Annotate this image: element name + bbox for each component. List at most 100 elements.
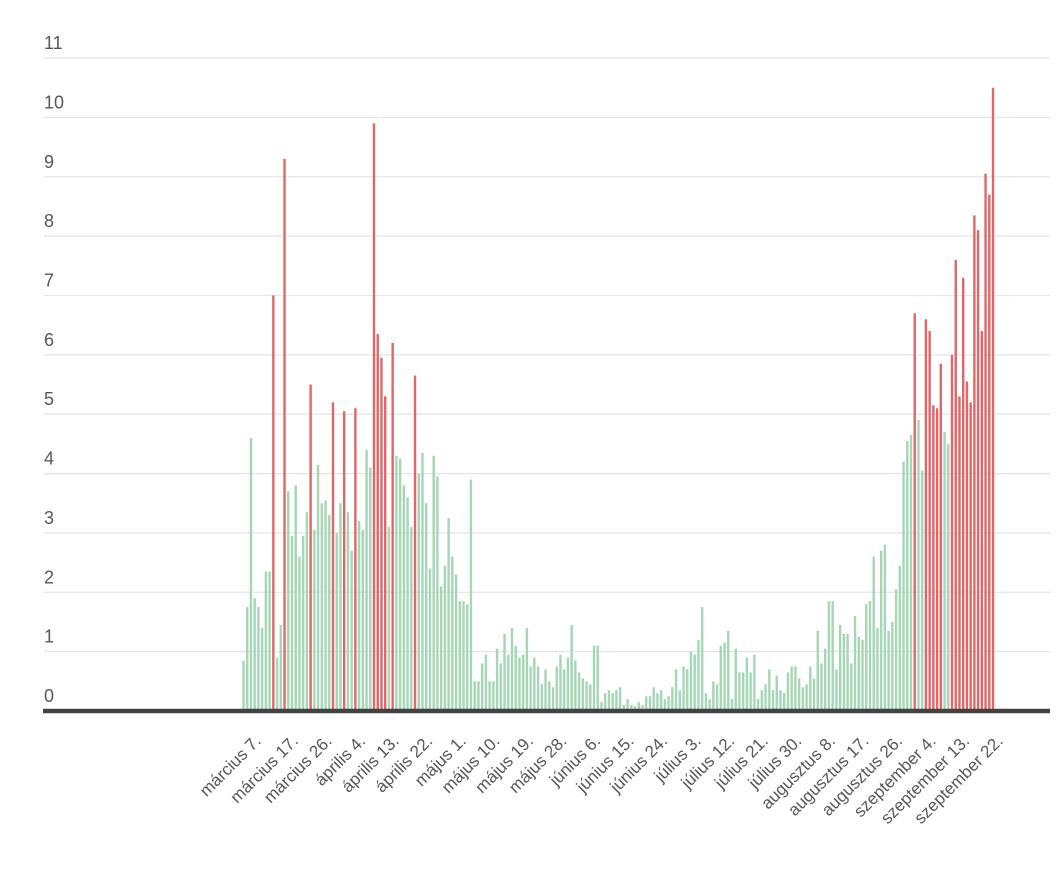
bar[interactable] [723, 642, 726, 711]
bar[interactable] [342, 411, 346, 711]
bar[interactable] [943, 432, 946, 711]
bar[interactable] [551, 687, 555, 711]
bar[interactable] [548, 681, 551, 711]
bar[interactable] [600, 702, 603, 711]
bar[interactable] [428, 568, 432, 711]
bar[interactable] [339, 503, 342, 711]
bar[interactable] [350, 550, 353, 711]
bar[interactable] [540, 684, 544, 711]
bar[interactable] [708, 699, 711, 711]
bar[interactable] [633, 706, 637, 711]
bar[interactable] [667, 696, 670, 711]
bar[interactable] [809, 666, 812, 711]
bar[interactable] [421, 452, 424, 711]
bar[interactable] [283, 158, 286, 711]
bar[interactable] [756, 699, 760, 711]
bar[interactable] [827, 601, 831, 711]
bar[interactable] [458, 601, 461, 711]
bar[interactable] [663, 699, 667, 711]
bar[interactable] [615, 690, 618, 711]
bar[interactable] [876, 627, 879, 711]
bar[interactable] [682, 666, 685, 711]
bar[interactable] [906, 440, 909, 711]
bar[interactable] [805, 684, 808, 711]
bar[interactable] [413, 375, 417, 711]
bar[interactable] [275, 657, 279, 711]
bar[interactable] [887, 630, 890, 711]
bar[interactable] [521, 654, 525, 711]
bar[interactable] [518, 657, 521, 711]
bar[interactable] [507, 654, 510, 711]
bar[interactable] [820, 663, 823, 711]
bar[interactable] [958, 396, 961, 711]
bar[interactable] [313, 529, 316, 711]
bar[interactable] [536, 666, 540, 711]
bar[interactable] [525, 627, 529, 711]
bar[interactable] [872, 556, 875, 711]
bar[interactable] [309, 384, 312, 711]
bar[interactable] [962, 277, 965, 711]
bar[interactable] [689, 651, 693, 711]
bar[interactable] [857, 636, 860, 711]
bar[interactable] [954, 259, 957, 711]
bar[interactable] [570, 624, 573, 711]
bar[interactable] [730, 699, 734, 711]
bar[interactable] [503, 633, 506, 711]
bar[interactable] [287, 491, 290, 711]
bar[interactable] [622, 705, 626, 711]
bar[interactable] [402, 485, 406, 711]
bar[interactable] [984, 173, 987, 712]
bar[interactable] [529, 666, 532, 711]
bar[interactable] [797, 678, 801, 711]
bar[interactable] [779, 690, 782, 711]
bar[interactable] [514, 645, 517, 711]
bar[interactable] [850, 663, 853, 711]
bar[interactable] [499, 663, 502, 711]
bar[interactable] [581, 678, 585, 711]
bar[interactable] [425, 503, 428, 711]
bar[interactable] [559, 654, 562, 711]
bar[interactable] [902, 461, 905, 711]
bar[interactable] [700, 607, 704, 711]
bar[interactable] [783, 693, 786, 711]
bar[interactable] [574, 660, 577, 711]
bar[interactable] [361, 529, 365, 711]
bar[interactable] [652, 687, 655, 711]
bar[interactable] [745, 657, 749, 711]
bar[interactable] [741, 672, 745, 711]
bar[interactable] [324, 500, 327, 711]
bar[interactable] [577, 672, 581, 711]
bar[interactable] [641, 705, 644, 711]
bar[interactable] [816, 630, 819, 711]
bar[interactable] [947, 443, 950, 711]
bar[interactable] [253, 598, 256, 711]
bar[interactable] [391, 342, 394, 711]
bar[interactable] [768, 669, 771, 711]
bar[interactable] [865, 604, 868, 711]
bar[interactable] [369, 467, 372, 711]
bar[interactable] [604, 693, 607, 711]
bar[interactable] [395, 455, 398, 711]
bar[interactable] [272, 295, 275, 711]
bar[interactable] [346, 512, 350, 711]
bar[interactable] [607, 690, 611, 711]
bar[interactable] [316, 464, 320, 711]
bar[interactable] [533, 657, 536, 711]
bar[interactable] [398, 458, 402, 711]
bar[interactable] [305, 512, 309, 711]
bar[interactable] [406, 497, 409, 711]
bar[interactable] [466, 604, 469, 711]
bar[interactable] [861, 639, 864, 711]
bar[interactable] [753, 654, 756, 711]
bar[interactable] [354, 408, 357, 711]
bar[interactable] [738, 672, 741, 711]
bar[interactable] [432, 455, 435, 711]
bar[interactable] [611, 693, 614, 711]
bar[interactable] [357, 521, 361, 711]
bar[interactable] [913, 313, 916, 711]
bar[interactable] [417, 473, 420, 711]
bar[interactable] [268, 571, 271, 712]
bar[interactable] [909, 434, 913, 711]
bar[interactable] [372, 123, 376, 712]
bar[interactable] [879, 550, 883, 711]
